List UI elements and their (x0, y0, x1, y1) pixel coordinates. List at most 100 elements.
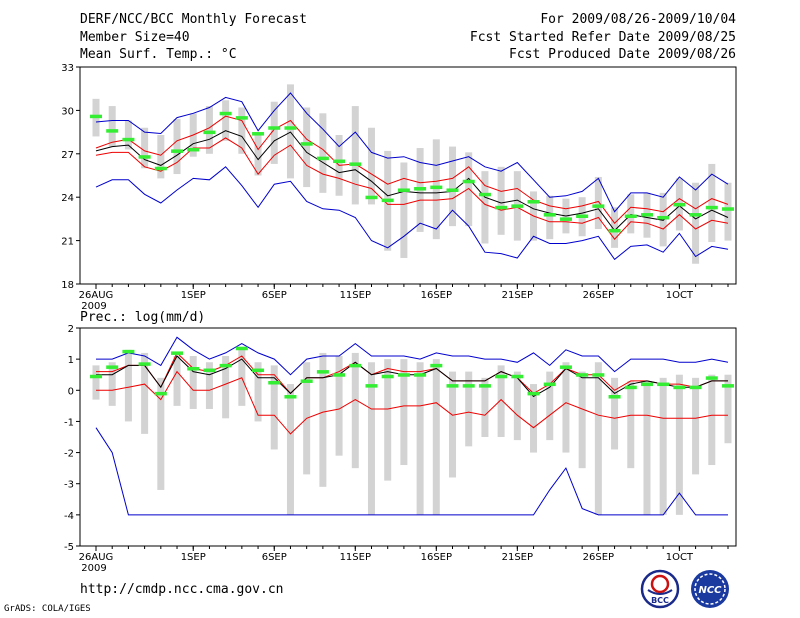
member-range-bar (124, 349, 132, 422)
y-tick-label: 27 (61, 150, 74, 161)
member-range-bar (659, 192, 667, 247)
observed-marker (511, 204, 524, 208)
member-range-bar (157, 377, 165, 490)
observed-marker (495, 205, 508, 210)
member-range-bar (400, 359, 408, 466)
observed-marker (138, 362, 151, 366)
member-range-bar (611, 207, 619, 248)
observed-marker (268, 381, 281, 385)
series-spread-upper (96, 352, 728, 395)
member-range-bar (270, 101, 278, 164)
series-ensemble-min (95, 427, 728, 516)
observed-marker (624, 385, 637, 390)
observed-marker (300, 142, 313, 146)
member-range-bar (692, 377, 700, 475)
observed-marker (462, 179, 475, 184)
observed-marker (316, 156, 329, 161)
member-range-bar (254, 362, 262, 422)
observed-marker (446, 188, 459, 192)
member-range-bar (675, 374, 683, 515)
observed-marker (478, 384, 491, 388)
observed-marker (592, 373, 605, 377)
member-range-bar (351, 352, 359, 469)
y-tick-label: -2 (64, 449, 74, 460)
observed-marker (608, 228, 621, 233)
observed-marker (122, 137, 135, 142)
member-range-bar (465, 371, 473, 447)
observed-marker (689, 213, 702, 217)
forecast-period: For 2009/08/26-2009/10/04 (540, 12, 736, 27)
member-range-bar (157, 134, 165, 179)
x-tick-sublabel: 2009 (81, 563, 106, 574)
series-ensemble-mean (95, 130, 729, 232)
observed-marker (430, 185, 443, 190)
member-range-bar (141, 352, 149, 434)
observed-marker (284, 126, 297, 130)
observed-marker (397, 188, 410, 192)
observed-marker (673, 202, 686, 207)
member-range-bar (335, 356, 343, 456)
member-range-bar (497, 166, 505, 235)
member-range-bar (562, 362, 570, 453)
x-tick-label: 16SEP (421, 290, 452, 301)
observed-marker (640, 382, 653, 387)
x-tick-label: 11SEP (340, 552, 371, 563)
member-range-bar (449, 146, 457, 227)
series-spread-lower (95, 137, 729, 240)
member-range-bar (611, 377, 619, 450)
observed-marker (722, 384, 734, 388)
bcc-logo-text: BCC (651, 596, 669, 605)
fcst-started-date: Fcst Started Refer Date 2009/08/25 (469, 30, 736, 45)
y-tick-label: 1 (68, 355, 74, 366)
y-tick-label: 0 (68, 386, 74, 397)
observed-marker (268, 126, 281, 130)
observed-marker (576, 373, 589, 377)
observed-marker (478, 192, 491, 197)
observed-marker (90, 374, 102, 379)
observed-marker (203, 368, 216, 373)
observed-marker (365, 195, 378, 200)
member-range-bar (546, 371, 554, 441)
observed-marker (608, 395, 621, 399)
y-tick-label: -1 (64, 417, 74, 428)
member-range-bar (659, 377, 667, 515)
member-range-bar (303, 107, 311, 188)
member-range-bar (481, 171, 489, 244)
member-range-bar (205, 362, 213, 409)
plot-frame (79, 327, 737, 547)
member-range-bar (594, 176, 602, 230)
member-range-bar (643, 380, 651, 515)
member-range-bar (724, 374, 732, 444)
observed-marker (106, 129, 119, 133)
member-range-bar (319, 113, 327, 193)
y-tick-label: -4 (64, 511, 74, 522)
member-range-bar (108, 106, 116, 147)
observed-marker (527, 200, 540, 204)
y-tick-label: 33 (61, 63, 74, 74)
observed-marker (300, 379, 313, 383)
x-tick-label: 26AUG (79, 290, 114, 301)
observed-marker (414, 373, 427, 377)
member-range-bar (465, 152, 473, 227)
observed-marker (673, 385, 686, 390)
member-range-bar (141, 127, 149, 169)
y-tick-label: 24 (61, 193, 74, 204)
observed-marker (365, 384, 378, 388)
x-tick-label: 16SEP (421, 552, 452, 563)
series-spread-upper (95, 115, 729, 224)
member-range-bar (432, 139, 440, 240)
member-range-bar (205, 106, 213, 154)
observed-marker (90, 114, 102, 119)
observed-marker (624, 214, 637, 219)
member-range-bar (92, 365, 100, 400)
member-range-bar (594, 362, 602, 515)
observed-marker (122, 349, 135, 354)
member-range-bar (367, 127, 375, 205)
footer-url[interactable]: http://cmdp.ncc.cma.gov.cn (80, 582, 284, 597)
member-range-bar (432, 359, 440, 515)
y-tick-label: 2 (68, 324, 74, 335)
member-range-bar (238, 346, 246, 406)
member-range-bar (708, 163, 716, 243)
